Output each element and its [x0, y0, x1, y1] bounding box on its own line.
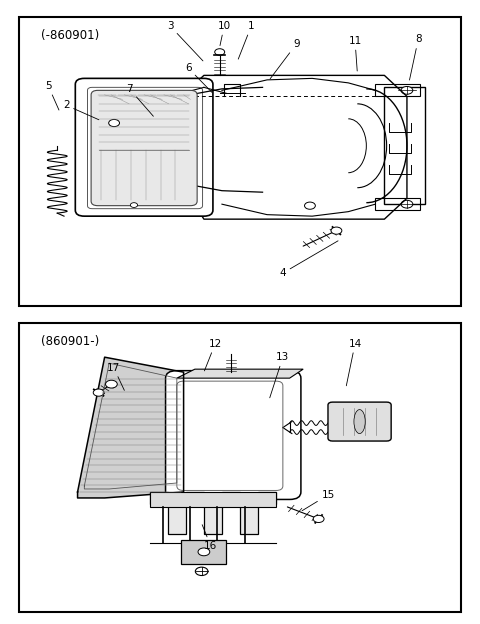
Text: 16: 16	[202, 525, 217, 551]
Circle shape	[313, 515, 324, 522]
Text: 13: 13	[270, 352, 289, 397]
Text: (860901-): (860901-)	[41, 334, 100, 348]
Circle shape	[198, 548, 210, 556]
Circle shape	[401, 200, 413, 208]
Bar	[375, 84, 420, 96]
Text: 1: 1	[238, 21, 254, 59]
Circle shape	[131, 203, 138, 207]
Text: 14: 14	[346, 339, 362, 386]
Text: 15: 15	[302, 490, 335, 510]
Text: 11: 11	[348, 36, 362, 71]
Bar	[150, 492, 276, 507]
Text: (-860901): (-860901)	[41, 29, 100, 42]
FancyBboxPatch shape	[75, 79, 213, 216]
Text: 10: 10	[217, 21, 231, 46]
Text: 8: 8	[409, 34, 421, 80]
Circle shape	[195, 567, 208, 575]
Bar	[181, 540, 227, 564]
Text: 7: 7	[126, 84, 154, 116]
Circle shape	[304, 202, 315, 209]
Circle shape	[215, 49, 225, 56]
Circle shape	[401, 87, 413, 94]
Circle shape	[106, 380, 117, 388]
Text: 17: 17	[107, 363, 124, 391]
Ellipse shape	[354, 409, 365, 434]
Text: 9: 9	[270, 39, 300, 79]
Bar	[375, 198, 420, 210]
Polygon shape	[78, 357, 183, 498]
Circle shape	[93, 389, 104, 396]
Text: 12: 12	[204, 339, 222, 371]
Circle shape	[331, 227, 342, 234]
Text: 6: 6	[185, 63, 212, 92]
Polygon shape	[177, 369, 303, 378]
FancyBboxPatch shape	[91, 90, 197, 206]
Circle shape	[108, 119, 120, 127]
Text: 2: 2	[63, 100, 99, 120]
FancyBboxPatch shape	[166, 371, 301, 499]
FancyBboxPatch shape	[328, 402, 391, 441]
Text: 4: 4	[279, 241, 338, 278]
Bar	[384, 87, 425, 204]
Text: 5: 5	[45, 81, 59, 110]
Text: 3: 3	[167, 21, 203, 61]
Polygon shape	[150, 492, 276, 534]
